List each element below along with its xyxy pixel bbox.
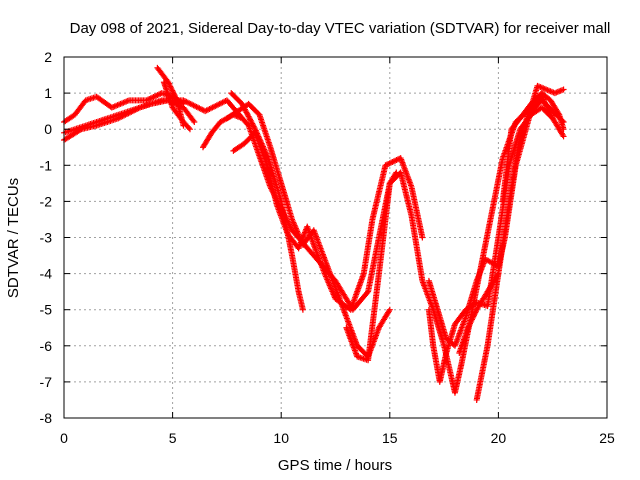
data-point: [464, 324, 471, 331]
y-tick-labels: -8 -7 -6 -5 -4 -3 -2 -1 0 1 2: [40, 49, 53, 426]
data-point: [170, 90, 177, 97]
y-tick-label: -4: [40, 266, 53, 282]
series-track-11: [425, 97, 567, 349]
data-point: [144, 96, 151, 103]
data-point: [239, 115, 246, 122]
data-point: [469, 315, 476, 322]
y-tick-label: -2: [40, 193, 53, 209]
series-track-5: [160, 79, 193, 133]
data-point: [471, 312, 478, 319]
data-point: [472, 309, 479, 316]
data-point: [560, 86, 567, 93]
series-track-10: [343, 93, 556, 396]
data-point: [555, 110, 562, 117]
data-point: [560, 133, 567, 140]
grid: [64, 57, 607, 418]
y-tick-label: 0: [44, 121, 52, 137]
data-point: [154, 92, 161, 99]
data-point: [146, 96, 153, 103]
data-point: [386, 306, 393, 313]
y-tick-label: -5: [40, 302, 53, 318]
x-tick-label: 0: [60, 430, 68, 446]
data-point: [390, 158, 397, 165]
x-tick-label: 20: [491, 430, 507, 446]
series-track-3: [61, 97, 198, 136]
data-point: [171, 93, 178, 100]
y-tick-label: -3: [40, 230, 53, 246]
data-point: [389, 159, 396, 166]
y-tick-label: -6: [40, 338, 53, 354]
data-point: [191, 118, 198, 125]
data-marks: [61, 64, 567, 403]
y-axis-label: SDTVAR / TECUs: [5, 178, 22, 298]
data-point: [383, 161, 390, 168]
x-axis-label: GPS time / hours: [278, 457, 392, 474]
data-point: [171, 91, 178, 98]
y-tick-label: -1: [40, 157, 53, 173]
series-track-14: [473, 82, 567, 403]
data-point: [466, 321, 473, 328]
axis-ticks: [63, 56, 608, 419]
data-point: [419, 234, 426, 241]
series-track-7: [223, 100, 393, 360]
data-point: [185, 124, 192, 131]
data-point: [469, 316, 476, 323]
data-point: [470, 313, 477, 320]
data-point: [471, 310, 478, 317]
data-point: [560, 126, 567, 133]
x-tick-label: 5: [169, 430, 177, 446]
data-point: [149, 94, 156, 101]
data-point: [386, 160, 393, 167]
y-tick-label: -8: [40, 410, 53, 426]
data-point: [186, 126, 193, 133]
data-point: [559, 132, 566, 139]
data-point: [151, 93, 158, 100]
data-point: [385, 308, 392, 315]
data-point: [466, 320, 473, 327]
series-track-9: [230, 129, 426, 313]
y-tick-label: -7: [40, 374, 53, 390]
series-track-8: [228, 90, 306, 313]
data-point: [299, 306, 306, 313]
data-point: [155, 91, 162, 98]
chart-title: Day 098 of 2021, Sidereal Day-to-day VTE…: [70, 20, 611, 37]
data-point: [467, 319, 474, 326]
series-track-12: [425, 104, 567, 385]
data-point: [168, 86, 175, 93]
data-point: [364, 289, 371, 296]
data-point: [387, 159, 394, 166]
data-point: [150, 94, 157, 101]
data-point: [173, 95, 180, 102]
data-point: [169, 88, 176, 95]
data-point: [153, 92, 160, 99]
data-point: [143, 97, 150, 104]
x-tick-label: 25: [599, 430, 615, 446]
x-tick-label: 15: [382, 430, 398, 446]
series-track-4: [154, 64, 187, 129]
y-tick-label: 2: [44, 49, 52, 65]
data-point: [468, 317, 475, 324]
data-point: [169, 87, 176, 94]
y-tick-label: 1: [44, 85, 52, 101]
x-tick-labels: 0 5 10 15 20 25: [60, 430, 615, 446]
data-point: [190, 117, 197, 124]
data-point: [147, 95, 154, 102]
data-point: [392, 157, 399, 164]
x-tick-label: 10: [273, 430, 289, 446]
data-point: [382, 162, 389, 169]
data-point: [172, 94, 179, 101]
data-point: [465, 323, 472, 330]
series-track-15: [499, 90, 567, 205]
data-point: [385, 160, 392, 167]
